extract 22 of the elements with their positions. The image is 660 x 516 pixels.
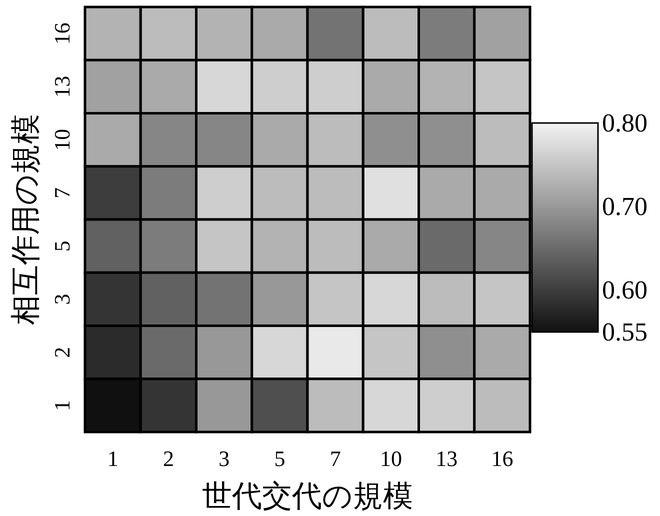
color-bar-label: 0.70 [602,192,648,222]
color-bar-label: 0.60 [602,276,648,305]
y-axis-title: 相互作用の規模 [10,114,42,325]
y-tick-label: 10 [50,128,74,151]
x-tick-label: 16 [491,446,514,471]
color-bar-label: 0.55 [602,318,648,346]
y-tick-label: 3 [50,294,74,305]
x-tick-label: 5 [274,446,286,471]
x-tick-label: 10 [380,446,402,471]
y-tick-label: 5 [50,240,74,252]
x-axis-title: 世代交代の規模 [202,480,413,513]
y-tick-label: 13 [50,76,74,98]
y-tick-label: 1 [50,400,74,411]
y-tick-label: 2 [50,346,74,358]
x-tick-label: 7 [330,446,341,471]
color-bar-label: 0.80 [602,108,648,138]
x-tick-label: 1 [107,446,118,471]
x-tick-label: 13 [436,446,458,471]
x-tick-label: 2 [162,446,174,471]
y-tick-label: 7 [50,187,74,198]
x-tick-label: 3 [218,446,230,471]
y-tick-label: 16 [50,22,74,45]
